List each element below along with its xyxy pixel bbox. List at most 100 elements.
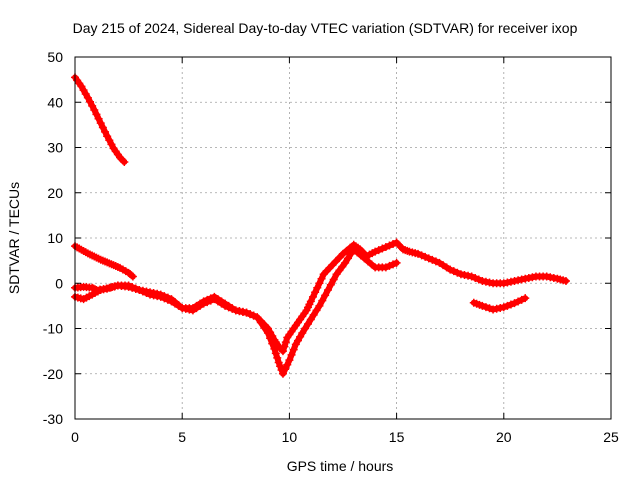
data-point [524,273,533,282]
data-point [421,252,430,261]
data-point [260,323,269,332]
data-point [453,268,462,277]
chart-title: Day 215 of 2024, Sidereal Day-to-day VTE… [73,20,578,36]
data-point [142,289,151,298]
data-point [90,105,99,114]
data-point [381,243,390,252]
data-point [510,276,519,285]
data-point [378,244,387,253]
data-point [101,127,110,136]
data-point [392,258,401,267]
series-track-a [71,73,129,166]
data-point [549,273,558,282]
data-point [281,338,290,347]
axis-ticks: 0 5 10 15 20 25 -30 -20 -10 0 10 20 30 40 50 [43,49,619,445]
data-point [127,271,136,280]
data-point [389,260,398,269]
data-point [231,306,240,315]
data-point [131,284,140,293]
data-point [517,295,526,304]
x-tick-label: 25 [603,429,619,445]
data-point [431,257,440,266]
data-point [86,97,95,106]
data-point [346,249,355,258]
data-point [263,329,272,338]
data-point [499,303,508,312]
data-point [464,271,473,280]
data-point [510,299,519,308]
data-point [107,140,116,149]
data-point [521,294,530,303]
series-track-d [71,245,401,378]
data-point [149,291,158,300]
x-axis-label: GPS time / hours [287,458,394,474]
data-point [321,291,330,300]
x-tick-label: 20 [496,429,512,445]
y-tick-label: 30 [47,140,63,156]
data-point [374,246,383,255]
y-tick-label: 50 [47,49,63,65]
data-point [266,334,275,343]
data-point [546,273,555,282]
data-point [385,261,394,270]
data-point [312,306,321,315]
data-point [446,265,455,274]
data-point [323,286,332,295]
data-point [256,318,265,327]
data-point [496,303,505,312]
data-point [561,276,570,285]
data-point [417,251,426,260]
data-point [528,273,537,282]
data-point [199,297,208,306]
data-point [389,240,398,249]
data-point [138,287,147,296]
x-tick-label: 10 [282,429,298,445]
data-point [280,342,289,351]
x-tick-label: 5 [178,429,186,445]
data-point [163,295,172,304]
data-point [92,110,101,119]
data-point [474,275,483,284]
data-point [328,261,337,270]
data-point [287,350,296,359]
x-tick-label: 0 [71,429,79,445]
data-point [456,270,465,279]
data-point [274,358,283,367]
data-point [128,272,137,281]
data-point [424,254,433,263]
data-point [156,292,165,301]
data-point [326,280,335,289]
data-point [83,93,92,102]
data-point [371,247,380,256]
data-point [449,267,458,276]
data-point [306,297,315,306]
data-point [88,101,97,110]
series-track-e [469,294,530,314]
data-point [235,307,244,316]
data-point [460,270,469,279]
data-point [246,310,255,319]
data-point [381,263,390,272]
data-point [238,307,247,316]
data-point [344,254,353,263]
data-point [313,283,322,292]
data-point [135,286,144,295]
data-point [103,132,112,141]
data-point [329,275,338,284]
data-point [542,272,551,281]
data-point [428,255,437,264]
data-points [71,73,570,378]
data-point [98,123,107,132]
data-point [270,344,279,353]
data-point [303,319,312,328]
data-point [503,278,512,287]
x-tick-label: 15 [389,429,405,445]
data-point [309,310,318,319]
data-point [283,360,292,369]
data-point [278,347,287,356]
data-point [385,241,394,250]
y-axis-label: SDTVAR / TECUs [6,182,22,294]
data-point [94,114,103,123]
